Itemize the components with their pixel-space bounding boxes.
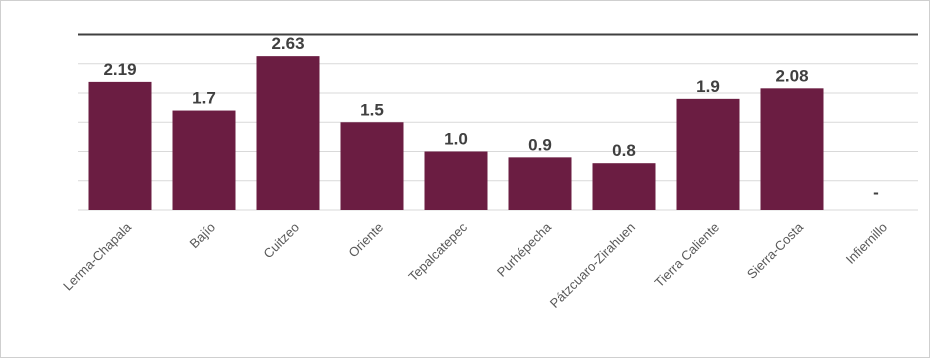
x-tick-bajio: Bajío: [187, 220, 219, 252]
x-tick-infiernillo: Infiernillo: [843, 220, 890, 267]
value-label-tierra-caliente: 1.9: [696, 77, 720, 96]
bar-cuitzeo: [256, 56, 320, 210]
bar-purhepecha: [508, 157, 572, 210]
value-label-bajio: 1.7: [192, 89, 216, 108]
x-tick-oriente: Oriente: [345, 220, 386, 261]
bar-oriente: [340, 122, 404, 210]
value-label-cuitzeo: 2.63: [271, 34, 304, 53]
x-tick-patzcuaro-zirahuen: Pátzcuaro-Zirahuen: [547, 220, 638, 311]
bar-tepalcatepec: [424, 151, 488, 210]
bar-sierra-costa: [760, 88, 824, 210]
value-label-lerma-chapala: 2.19: [103, 60, 136, 79]
x-tick-tepalcatepec: Tepalcatepec: [405, 219, 470, 284]
value-label-oriente: 1.5: [360, 100, 384, 119]
value-label-sierra-costa: 2.08: [775, 66, 808, 85]
value-labels: 2.19 1.7 2.63 1.5 1.0 0.9 0.8 1.9 2.08 -: [103, 34, 878, 202]
value-label-purhepecha: 0.9: [528, 135, 552, 154]
bar-tierra-caliente: [676, 98, 740, 210]
value-label-infiernillo: -: [873, 183, 879, 202]
bar-lerma-chapala: [88, 81, 152, 210]
bars-group: [88, 56, 824, 210]
x-tick-sierra-costa: Sierra-Costa: [744, 219, 807, 282]
bar-bajio: [172, 110, 236, 210]
value-label-tepalcatepec: 1.0: [444, 130, 468, 149]
value-label-patzcuaro-zirahuen: 0.8: [612, 141, 636, 160]
x-tick-labels: Lerma-Chapala Bajío Cuitzeo Oriente Tepalcat…: [60, 219, 890, 311]
x-tick-tierra-caliente: Tierra Caliente: [652, 220, 723, 291]
x-tick-lerma-chapala: Lerma-Chapala: [60, 219, 135, 294]
bar-patzcuaro-zirahuen: [592, 163, 656, 210]
x-tick-cuitzeo: Cuitzeo: [260, 220, 302, 262]
x-tick-purhepecha: Purhépecha: [494, 219, 555, 280]
